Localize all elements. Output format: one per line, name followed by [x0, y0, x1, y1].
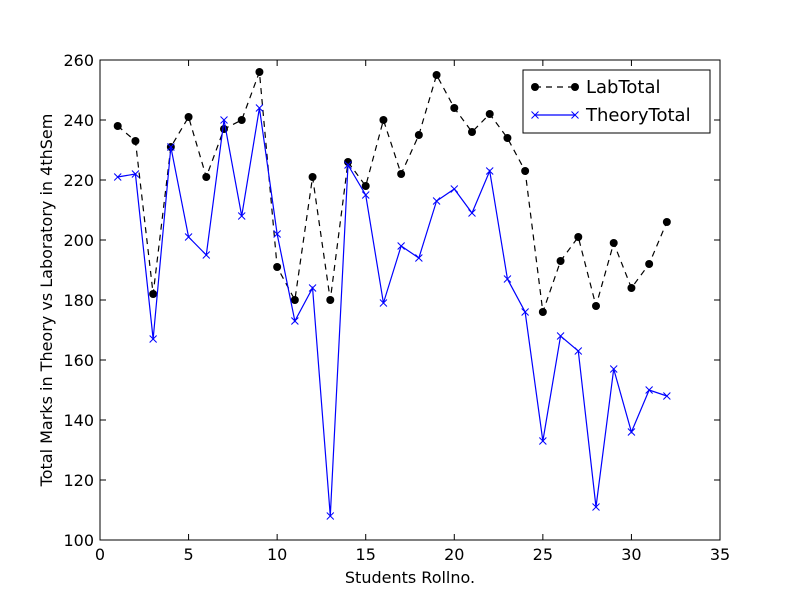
- data-point-theorytotal: [485, 167, 494, 175]
- data-point-theorytotal: [255, 104, 264, 112]
- x-tick-label: 5: [183, 545, 193, 564]
- data-point-labtotal: [273, 263, 282, 271]
- data-point-theorytotal: [574, 347, 583, 355]
- y-axis-label: Total Marks in Theory vs Laboratory in 4…: [37, 114, 56, 488]
- x-axis-label: Students Rollno.: [345, 568, 475, 587]
- data-point-theorytotal: [592, 503, 600, 511]
- data-point-labtotal: [202, 173, 211, 181]
- data-point-labtotal: [379, 116, 388, 124]
- data-point-theorytotal: [149, 335, 157, 343]
- x-tick-label: 25: [533, 545, 553, 564]
- y-tick-label: 140: [63, 411, 94, 430]
- data-point-theorytotal: [609, 365, 618, 373]
- y-tick-label: 220: [63, 171, 94, 190]
- data-point-theorytotal: [379, 299, 388, 307]
- data-point-labtotal: [397, 170, 406, 178]
- data-point-labtotal: [237, 116, 246, 124]
- data-point-theorytotal: [184, 233, 193, 241]
- data-point-labtotal: [627, 284, 636, 292]
- data-point-labtotal: [344, 158, 352, 166]
- x-tick-label: 10: [267, 545, 287, 564]
- data-point-labtotal: [290, 296, 299, 304]
- series-layer: [113, 68, 671, 520]
- x-tick-label: 0: [95, 545, 105, 564]
- ticks-layer: 0 5 10 15 20 25 30 35 100 120 140 160 180 200 220 240 26…: [63, 51, 730, 564]
- data-point-labtotal: [556, 257, 565, 265]
- data-point-theorytotal: [237, 212, 246, 220]
- data-point-labtotal: [414, 131, 423, 139]
- legend: LabTotal TheoryTotal: [522, 69, 711, 134]
- data-point-labtotal: [113, 122, 122, 130]
- y-tick-label: 240: [63, 111, 94, 130]
- data-point-labtotal: [521, 167, 530, 175]
- legend-marker-theorytotal: [571, 111, 579, 119]
- data-point-labtotal: [184, 113, 193, 121]
- data-point-labtotal: [326, 296, 335, 304]
- data-point-labtotal: [503, 134, 512, 142]
- x-tick-label: 30: [621, 545, 641, 564]
- data-point-theorytotal: [361, 191, 370, 199]
- data-point-theorytotal: [397, 242, 405, 250]
- data-point-theorytotal: [167, 143, 175, 151]
- legend-marker-labtotal: [531, 83, 539, 91]
- data-point-labtotal: [468, 128, 476, 136]
- y-tick-label: 100: [63, 531, 94, 550]
- data-point-theorytotal: [521, 308, 529, 316]
- data-point-theorytotal: [539, 437, 547, 445]
- data-point-theorytotal: [291, 317, 299, 325]
- data-point-labtotal: [609, 239, 618, 247]
- data-point-labtotal: [149, 290, 158, 298]
- data-point-labtotal: [361, 182, 370, 190]
- data-point-theorytotal: [273, 230, 281, 238]
- y-tick-label: 160: [63, 351, 94, 370]
- data-point-theorytotal: [220, 116, 228, 124]
- legend-label-labtotal: LabTotal: [586, 77, 661, 98]
- data-point-theorytotal: [202, 251, 211, 259]
- data-point-theorytotal: [468, 209, 476, 217]
- legend-label-theorytotal: TheoryTotal: [585, 105, 691, 126]
- y-tick-label: 260: [63, 51, 94, 70]
- data-point-theorytotal: [344, 161, 352, 169]
- y-tick-label: 200: [63, 231, 94, 250]
- legend-marker-theorytotal: [531, 111, 539, 119]
- data-point-labtotal: [538, 308, 547, 316]
- data-point-theorytotal: [450, 185, 459, 193]
- y-tick-label: 120: [63, 471, 94, 490]
- data-point-theorytotal: [663, 392, 671, 400]
- data-point-theorytotal: [627, 428, 636, 436]
- data-point-theorytotal: [415, 254, 423, 262]
- data-point-theorytotal: [556, 332, 565, 340]
- data-point-theorytotal: [113, 173, 122, 181]
- series-line-labtotal: [117, 71, 668, 313]
- x-tick-label: 35: [710, 545, 730, 564]
- data-point-labtotal: [255, 68, 264, 76]
- data-point-theorytotal: [131, 170, 140, 178]
- data-point-labtotal: [485, 110, 494, 118]
- data-point-labtotal: [645, 260, 654, 268]
- y-tick-label: 180: [63, 291, 94, 310]
- x-tick-label: 20: [444, 545, 464, 564]
- data-point-labtotal: [432, 71, 441, 79]
- legend-marker-labtotal: [571, 83, 579, 91]
- data-point-labtotal: [592, 302, 600, 310]
- data-point-labtotal: [220, 125, 228, 133]
- x-tick-label: 15: [356, 545, 376, 564]
- data-point-labtotal: [308, 173, 317, 181]
- data-point-theorytotal: [326, 512, 335, 520]
- data-point-labtotal: [450, 104, 459, 112]
- data-point-theorytotal: [432, 197, 441, 205]
- data-point-theorytotal: [645, 386, 653, 394]
- data-point-labtotal: [131, 137, 140, 145]
- data-point-theorytotal: [308, 284, 317, 292]
- legend-box: [522, 69, 711, 134]
- data-point-labtotal: [574, 233, 583, 241]
- data-point-theorytotal: [503, 275, 512, 283]
- data-point-labtotal: [662, 218, 671, 226]
